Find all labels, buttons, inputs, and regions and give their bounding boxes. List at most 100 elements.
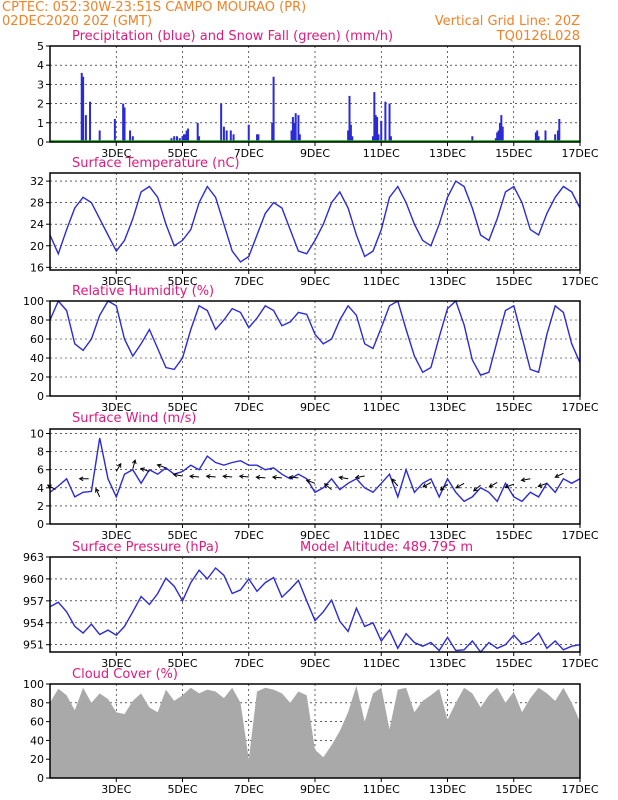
wind-arrow [521, 478, 531, 481]
wind-ytick-label: 6 [37, 464, 44, 477]
rh-ytick-label: 80 [30, 314, 44, 327]
temp-title: Surface Temperature (nC) [72, 156, 240, 171]
temp-xtick-label: 13DEC [429, 275, 466, 288]
wind-xtick-label: 3DEC [101, 529, 131, 542]
rh-xtick-label: 5DEC [167, 401, 197, 414]
precip-bar [558, 118, 561, 142]
wind-arrow [505, 483, 514, 488]
precip-bar [232, 134, 235, 142]
wind-ytick-label: 2 [37, 500, 44, 513]
temp-series-line [49, 180, 581, 263]
wind-arrow [47, 484, 56, 491]
wind-arrow [289, 476, 299, 479]
wind-arrow [489, 481, 498, 488]
cloud-xtick-label: 17DEC [561, 783, 598, 796]
rh-ytick-label: 100 [23, 295, 44, 308]
precip-bar [544, 130, 547, 142]
temp-panel: 16 20 24 28 32 3DEC 5DEC 7DEC 9DEC 11DEC 13DEC 15DE… [30, 172, 599, 288]
precip-xtick-label: 13DEC [429, 147, 466, 160]
temp-xtick-label: 5DEC [167, 275, 197, 288]
cloud-cover-area [50, 685, 580, 778]
temp-frame [49, 172, 581, 271]
precip-bar [291, 117, 294, 142]
rh-panel: 0 20 40 60 80 100 3DEC 5DEC 7DEC 9DEC 11DEC 13DEC 15… [23, 295, 599, 414]
precip-bar [80, 72, 83, 142]
precip-bar [290, 130, 293, 142]
wind-arrow-head [288, 475, 294, 480]
pres-altitude-note: Model Altitude: 489.795 m [300, 540, 473, 555]
precip-bar [496, 132, 499, 142]
precip-bar [225, 130, 228, 142]
wind-arrow-head [537, 483, 543, 488]
wind-xtick-label: 5DEC [167, 529, 197, 542]
precip-bar [389, 136, 392, 142]
precip-bar [293, 122, 296, 142]
wind-xtick-label: 13DEC [429, 529, 466, 542]
pres-panel: 951 954 957 960 963 3DEC 5DEC 7DEC 9DEC 11DEC 13DE… [23, 551, 599, 670]
precip-bar [181, 136, 184, 142]
wind-arrow-head [422, 483, 428, 488]
precip-bar [347, 130, 350, 142]
wind-arrow-head [222, 474, 228, 479]
rh-series-line [49, 299, 581, 376]
precip-bar [185, 130, 188, 142]
cloud-xtick-label: 13DEC [429, 783, 466, 796]
rh-xtick-label: 17DEC [561, 401, 598, 414]
wind-arrow [473, 484, 481, 492]
pres-ytick-label: 963 [23, 551, 44, 564]
wind-arrow-head [189, 474, 194, 479]
precip-bar [371, 136, 374, 142]
pres-series-line [49, 566, 581, 654]
wind-arrow-head [488, 483, 494, 488]
precip-bar [554, 134, 557, 142]
precip-bar [178, 138, 181, 142]
precip-title: Precipitation (blue) and Snow Fall (gree… [72, 29, 393, 44]
temp-ytick-label: 32 [30, 175, 44, 188]
pres-xtick-label: 7DEC [234, 657, 264, 670]
rh-title: Relative Humidity (%) [72, 284, 214, 299]
wind-arrow [140, 467, 150, 472]
cloud-xtick-label: 7DEC [234, 783, 264, 796]
precip-ytick-label: 3 [37, 78, 44, 91]
rh-ytick-label: 60 [30, 333, 44, 346]
precip-bar [84, 115, 87, 142]
wind-arrow-head [354, 474, 360, 480]
rh-ytick-label: 0 [37, 390, 44, 403]
wind-arrow-head [117, 462, 122, 468]
temp-ytick-label: 20 [30, 240, 44, 253]
cloud-xtick-label: 15DEC [495, 783, 532, 796]
precip-xtick-label: 17DEC [561, 147, 598, 160]
precip-bar [257, 134, 260, 142]
cloud-panel: 0 20 40 60 80 100 3DEC 5DEC 7DEC 9DEC 11DEC 13DEC 15… [23, 678, 599, 796]
precip-bar [537, 136, 540, 142]
rh-frame [49, 300, 581, 397]
cloud-frame [49, 683, 581, 779]
wind-arrow-head [305, 479, 311, 484]
precip-xtick-label: 3DEC [101, 147, 131, 160]
precip-bar [534, 132, 537, 142]
header-code: TQ0126L028 [496, 29, 580, 44]
wind-ytick-label: 10 [30, 428, 44, 441]
precip-ytick-label: 4 [37, 59, 44, 72]
wind-arrow-head [132, 459, 137, 465]
wind-ytick-label: 8 [37, 446, 44, 459]
wind-arrow-head [78, 476, 84, 482]
rh-xtick-label: 9DEC [300, 401, 330, 414]
wind-xtick-label: 15DEC [495, 529, 532, 542]
wind-arrow [272, 476, 282, 479]
precip-xtick-label: 11DEC [363, 147, 400, 160]
precip-bar [131, 136, 134, 142]
precip-bar [271, 122, 274, 142]
wind-arrow-head [139, 467, 145, 472]
precip-bar [173, 136, 176, 142]
pres-ytick-label: 951 [23, 639, 44, 652]
temp-xtick-label: 7DEC [234, 275, 264, 288]
precip-bar [175, 136, 178, 142]
temp-xtick-label: 11DEC [363, 275, 400, 288]
wind-xtick-label: 17DEC [561, 529, 598, 542]
precip-bar [384, 101, 387, 142]
precip-bar [501, 126, 504, 142]
wind-arrow [239, 475, 249, 478]
precip-bar [196, 122, 199, 142]
wind-arrow-head [338, 475, 344, 481]
